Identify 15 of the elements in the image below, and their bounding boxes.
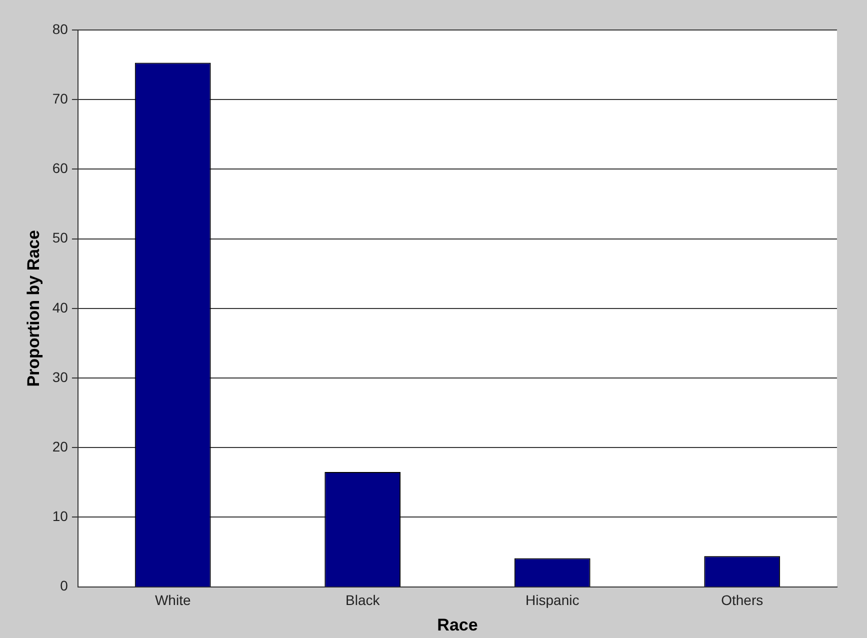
y-tick-label: 60 xyxy=(52,160,68,176)
y-axis-title: Proportion by Race xyxy=(24,230,43,387)
y-tick-label: 40 xyxy=(52,299,68,316)
y-tick-label: 80 xyxy=(52,20,68,37)
x-tick-label: White xyxy=(154,592,191,608)
y-tick-label: 30 xyxy=(52,368,68,385)
x-tick-label: Others xyxy=(721,592,764,608)
x-tick-label: Hispanic xyxy=(526,592,580,608)
x-tick-label: Black xyxy=(345,592,381,608)
y-tick-label: 10 xyxy=(52,508,68,524)
x-axis-title: Race xyxy=(437,615,478,634)
y-tick-label: 50 xyxy=(52,230,68,246)
y-tick-label: 70 xyxy=(52,90,68,106)
y-tick-label: 20 xyxy=(52,438,68,454)
y-tick-label: 0 xyxy=(60,578,68,594)
